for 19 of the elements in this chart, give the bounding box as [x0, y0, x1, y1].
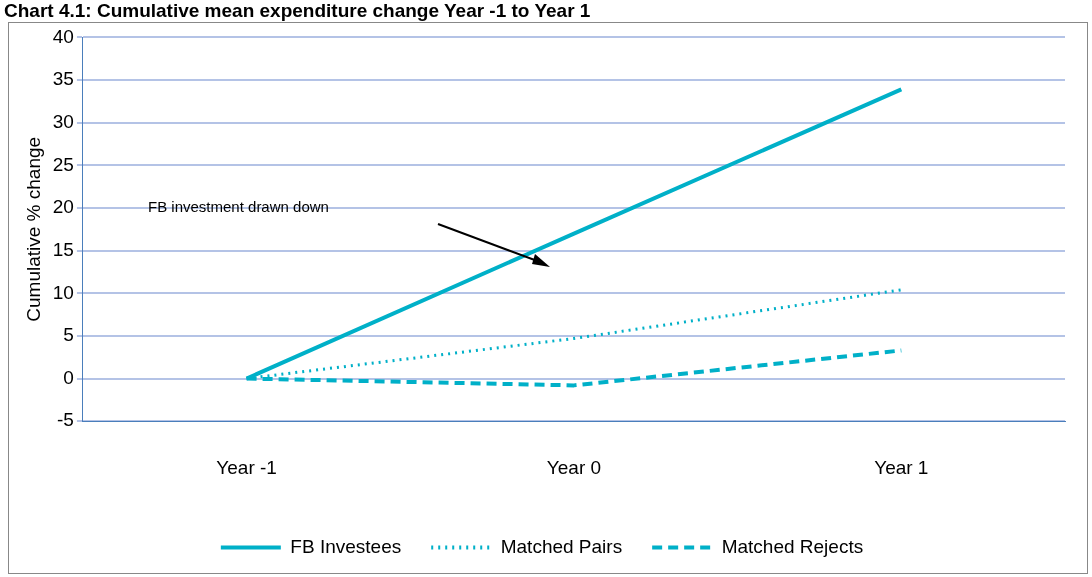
chart-title: Chart 4.1: Cumulative mean expenditure change Year -1 to Year 1 — [4, 0, 591, 22]
y-tick-label: 35 — [52, 68, 74, 90]
y-tick-label: 30 — [52, 110, 74, 132]
legend-label: Matched Rejects — [721, 535, 864, 557]
y-tick-label: 5 — [63, 324, 74, 346]
x-tick-label: Year 1 — [874, 456, 929, 478]
y-tick-label: 15 — [52, 238, 74, 260]
legend-label: FB Investees — [290, 535, 402, 557]
y-tick-label: -5 — [57, 409, 74, 431]
y-tick-label: 0 — [63, 366, 74, 388]
y-axis-title: Cumulative % change — [22, 136, 44, 322]
y-tick-label: 10 — [52, 281, 74, 303]
annotation: FB investment drawn down — [148, 198, 329, 215]
x-tick-label: Year -1 — [216, 456, 277, 478]
y-tick-label: 20 — [52, 196, 74, 218]
x-tick-label: Year 0 — [546, 456, 602, 478]
y-tick-label: 25 — [52, 153, 74, 175]
legend-label: Matched Pairs — [500, 535, 623, 557]
y-tick-label: 40 — [52, 25, 74, 47]
